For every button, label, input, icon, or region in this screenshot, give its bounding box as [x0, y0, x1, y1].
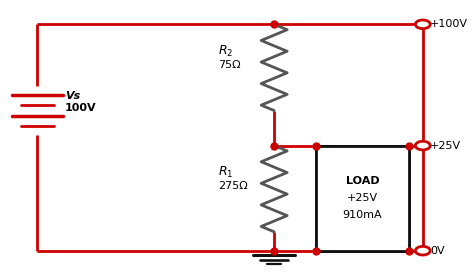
Text: +100V: +100V — [430, 19, 468, 29]
Text: 75Ω: 75Ω — [219, 60, 241, 70]
Circle shape — [415, 141, 430, 150]
Text: 275Ω: 275Ω — [219, 181, 248, 191]
Text: +25V: +25V — [347, 193, 378, 203]
Text: LOAD: LOAD — [346, 177, 379, 186]
Text: $R_1$: $R_1$ — [219, 165, 234, 180]
Bar — [316, 145, 409, 251]
Text: +25V: +25V — [430, 141, 461, 151]
Circle shape — [415, 246, 430, 255]
Text: $R_2$: $R_2$ — [219, 44, 234, 59]
Text: 100V: 100V — [65, 103, 97, 113]
Text: 910mA: 910mA — [343, 210, 382, 220]
Text: 0V: 0V — [430, 246, 445, 256]
Text: Vs: Vs — [65, 91, 81, 101]
Circle shape — [415, 20, 430, 29]
